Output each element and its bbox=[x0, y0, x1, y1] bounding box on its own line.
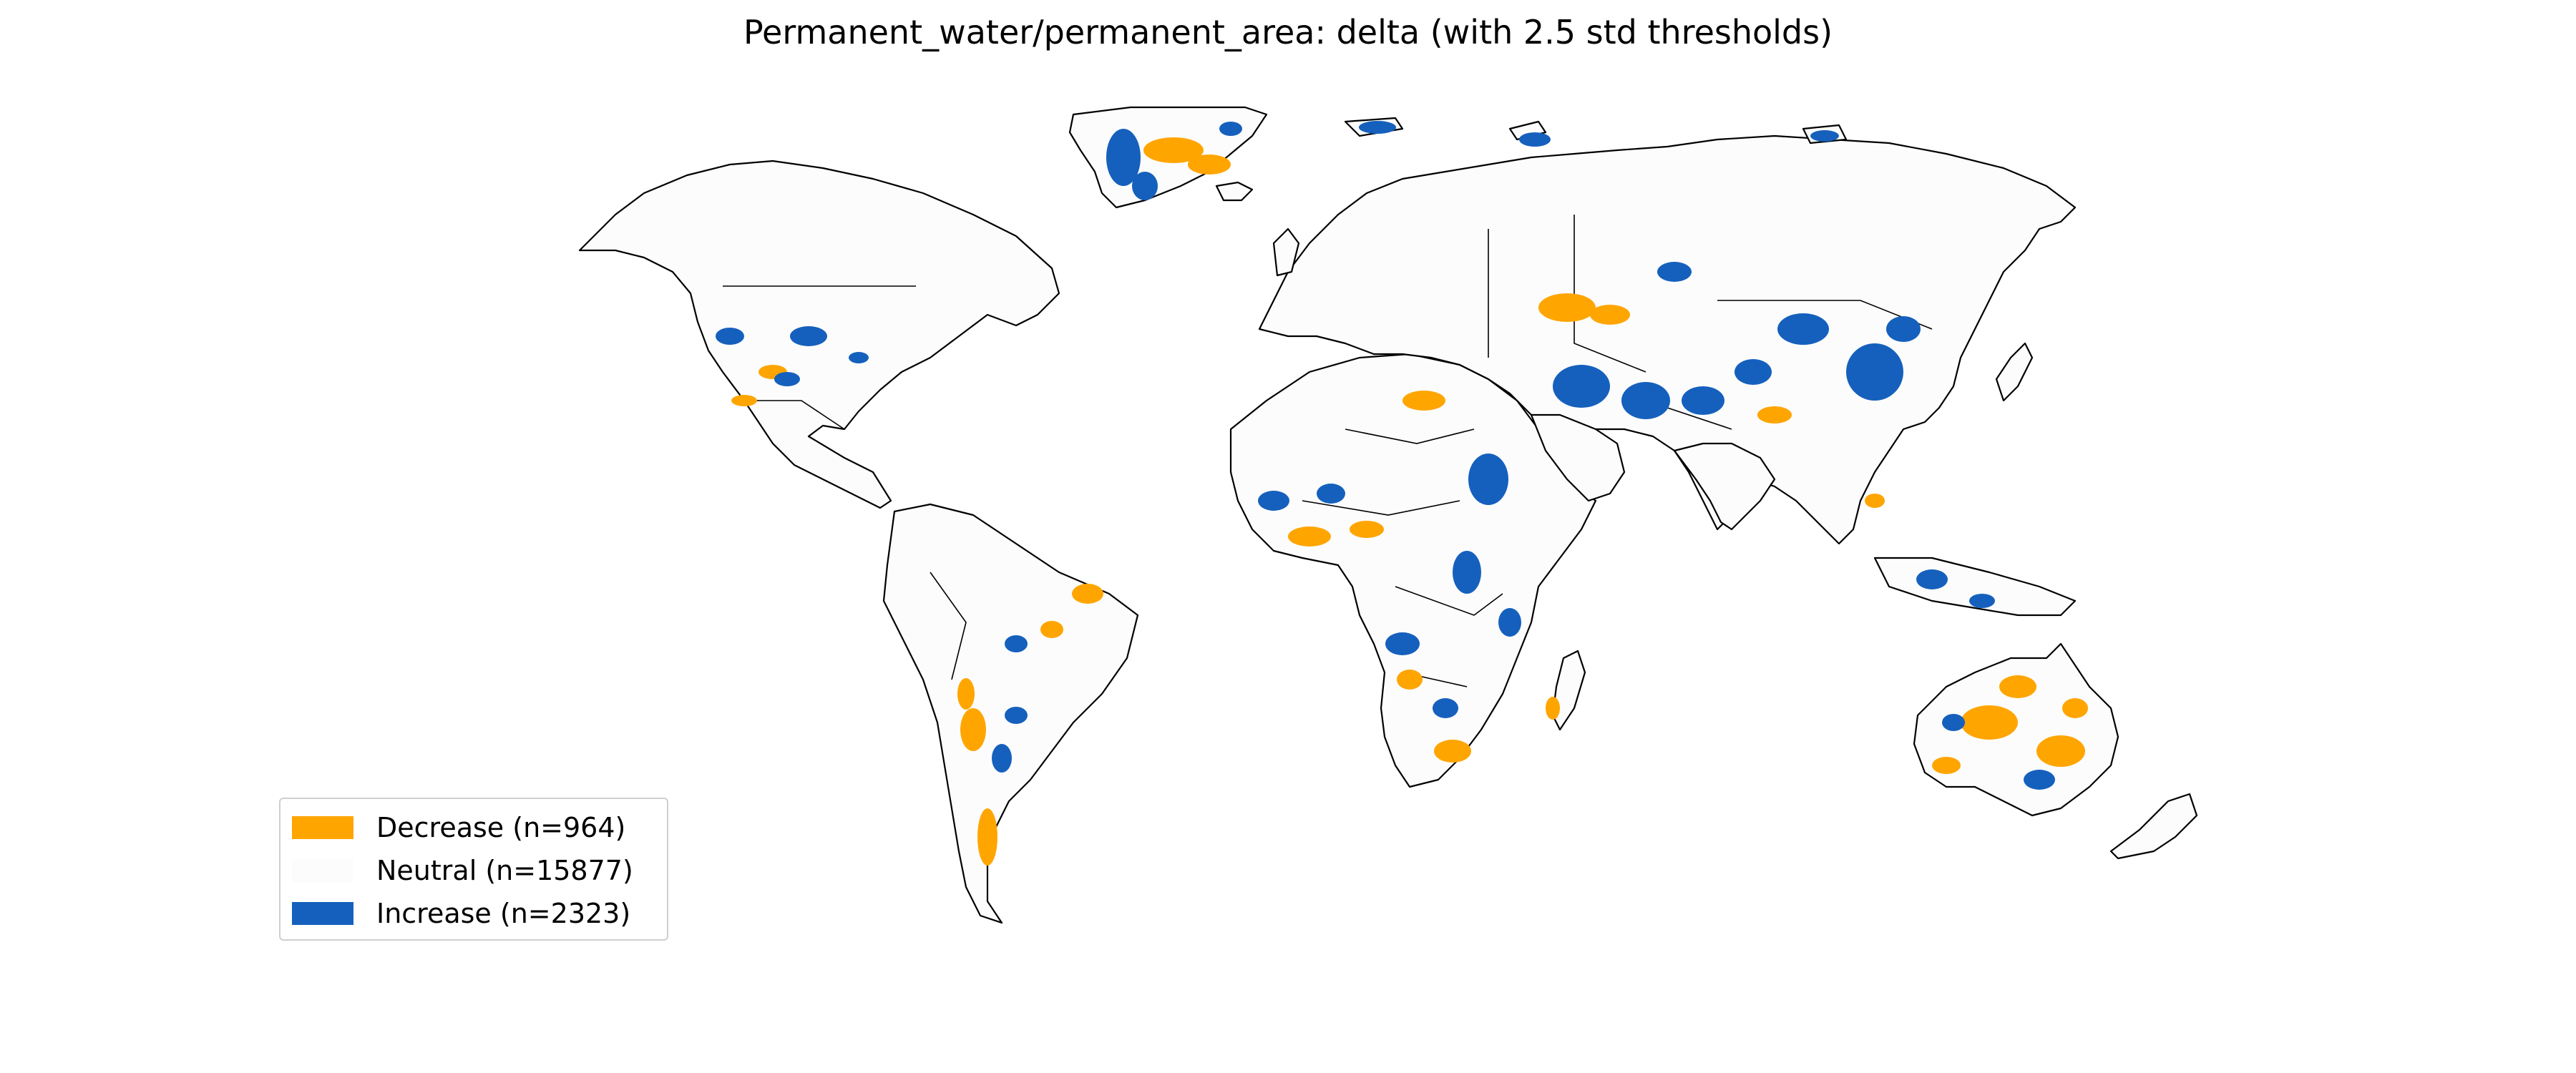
decrease-patch bbox=[1434, 740, 1471, 763]
decrease-patch bbox=[1040, 621, 1063, 638]
increase-patch bbox=[1385, 632, 1420, 655]
increase-patch bbox=[774, 372, 800, 386]
increase-patch bbox=[1621, 382, 1670, 419]
decrease-patch bbox=[2036, 735, 2085, 767]
decrease-patch bbox=[1072, 584, 1103, 604]
increase-patch bbox=[1433, 698, 1458, 718]
decrease-patch bbox=[957, 678, 975, 710]
arabian-peninsula bbox=[1530, 413, 1626, 502]
increase-patch bbox=[1657, 262, 1692, 282]
india bbox=[1673, 442, 1776, 531]
united-kingdom bbox=[1272, 227, 1300, 277]
decrease-patch bbox=[2062, 698, 2088, 718]
increase-patch bbox=[1005, 635, 1028, 652]
decrease-patch bbox=[1402, 391, 1445, 411]
arctic-islands bbox=[1344, 117, 1848, 144]
decrease-patch bbox=[1397, 670, 1423, 690]
legend-swatch-neutral bbox=[292, 859, 353, 882]
increase-patch bbox=[1005, 707, 1028, 724]
decrease-patch bbox=[1546, 697, 1560, 720]
decrease-patch bbox=[977, 808, 997, 866]
decrease-patch bbox=[1590, 305, 1630, 325]
legend-label-neutral: Neutral (n=15877) bbox=[376, 855, 633, 886]
increase-patch bbox=[1258, 491, 1289, 511]
increase-patch bbox=[2024, 770, 2055, 790]
increase-patch bbox=[1106, 129, 1141, 186]
iceland bbox=[1215, 181, 1254, 202]
legend-swatch-increase bbox=[292, 902, 353, 925]
legend-item-decrease: Decrease (n=964) bbox=[292, 809, 625, 846]
increase-patch bbox=[992, 744, 1012, 773]
increase-patch bbox=[1846, 343, 1903, 401]
decrease-patch bbox=[1538, 293, 1596, 322]
decrease-patches bbox=[731, 137, 2088, 866]
decrease-patch bbox=[1961, 705, 2018, 740]
decrease-patch bbox=[1865, 494, 1885, 508]
increase-patch bbox=[716, 328, 744, 345]
decrease-patch bbox=[731, 395, 757, 406]
increase-patch bbox=[1916, 569, 1948, 589]
decrease-patch bbox=[1757, 406, 1792, 423]
increase-patch bbox=[1359, 121, 1396, 134]
increase-patch bbox=[1810, 130, 1839, 142]
increase-patch bbox=[1468, 454, 1508, 505]
increase-patch bbox=[1682, 386, 1724, 415]
madagascar bbox=[1551, 650, 1586, 731]
decrease-patch bbox=[1999, 675, 2036, 698]
japan bbox=[1995, 342, 2034, 402]
increase-patch bbox=[1132, 172, 1158, 200]
increase-patch bbox=[1553, 365, 1610, 408]
increase-patch bbox=[1942, 714, 1965, 731]
legend-item-increase: Increase (n=2323) bbox=[292, 895, 630, 932]
increase-patch bbox=[849, 352, 869, 363]
legend-label-increase: Increase (n=2323) bbox=[376, 898, 631, 929]
increase-patch bbox=[1317, 484, 1345, 504]
increase-patch bbox=[1219, 122, 1242, 136]
chart-title: Permanent_water/permanent_area: delta (w… bbox=[743, 13, 1833, 52]
decrease-patch bbox=[960, 708, 986, 751]
decrease-patch bbox=[1932, 757, 1961, 774]
increase-patches bbox=[716, 121, 2055, 790]
legend-item-neutral: Neutral (n=15877) bbox=[292, 852, 633, 889]
increase-patch bbox=[1886, 316, 1921, 342]
decrease-patch bbox=[1288, 526, 1331, 547]
australia bbox=[1913, 642, 2119, 817]
increase-patch bbox=[1969, 594, 1995, 608]
decrease-patch bbox=[1188, 155, 1231, 175]
legend-swatch-decrease bbox=[292, 816, 353, 839]
increase-patch bbox=[790, 326, 827, 346]
legend: Decrease (n=964) Neutral (n=15877) Incre… bbox=[279, 798, 668, 941]
increase-patch bbox=[1735, 359, 1772, 385]
increase-patch bbox=[1498, 608, 1521, 637]
decrease-patch bbox=[1143, 137, 1204, 163]
decrease-patch bbox=[1350, 521, 1384, 538]
increase-patch bbox=[1777, 313, 1829, 345]
increase-patch bbox=[1453, 551, 1481, 594]
increase-patch bbox=[1519, 132, 1551, 147]
country-borders bbox=[723, 215, 1933, 687]
new-zealand bbox=[2109, 793, 2198, 860]
legend-label-decrease: Decrease (n=964) bbox=[376, 812, 626, 843]
